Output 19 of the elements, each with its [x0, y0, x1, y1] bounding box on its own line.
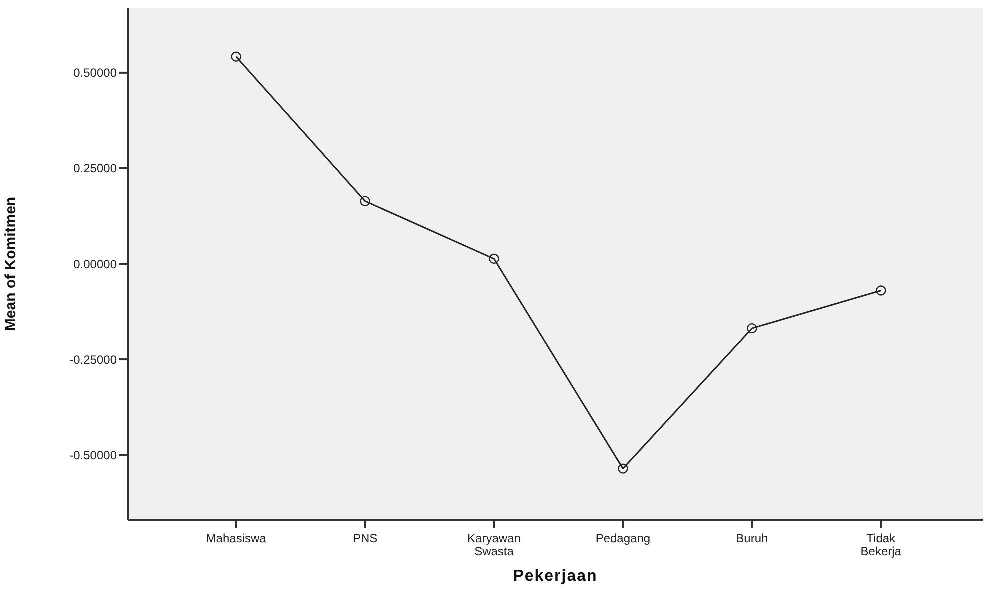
- point: [747, 323, 758, 334]
- y-tick-label: -0.50000: [70, 448, 118, 462]
- y-tick-label: 0.25000: [74, 162, 118, 176]
- y-tick-label: 0.50000: [74, 66, 118, 80]
- point: [876, 286, 886, 296]
- y-axis-title: Mean of Komitmen: [2, 196, 20, 332]
- point: [231, 52, 242, 62]
- x-tick-label: PNS: [352, 532, 378, 546]
- point: [360, 196, 370, 206]
- x-axis-title: Pekerjaan: [513, 568, 598, 585]
- y-tick-label: -0.25000: [70, 352, 118, 367]
- x-tick-label: Karyawan Swasta: [468, 532, 521, 559]
- y-tick-label: 0.00000: [74, 257, 118, 272]
- x-tick-label: Mahasiswa: [206, 532, 267, 546]
- x-tick-label: Pedagang: [596, 532, 651, 546]
- x-tick-label: Buruh: [736, 532, 768, 546]
- point: [618, 464, 628, 474]
- x-tick-label: Tidak Bekerja: [860, 532, 902, 559]
- point: [489, 254, 500, 264]
